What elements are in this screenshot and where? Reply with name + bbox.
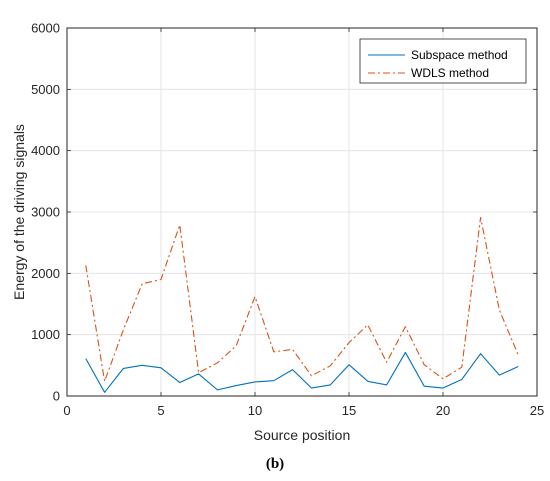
x-tick-label: 10 <box>248 403 262 418</box>
x-tick-label: 25 <box>530 403 544 418</box>
grid <box>67 28 537 396</box>
series-layer <box>85 216 519 393</box>
y-axis-label: Energy of the driving signals <box>11 124 27 300</box>
x-tick-label: 0 <box>63 403 70 418</box>
y-tick-label: 0 <box>53 389 60 404</box>
legend-label-2: WDLS method <box>411 66 489 80</box>
legend: Subspace method WDLS method <box>359 38 527 84</box>
x-tick-label: 20 <box>436 403 450 418</box>
y-tick-label: 5000 <box>31 82 60 97</box>
figure-caption: (b) <box>266 456 284 472</box>
legend-box <box>359 38 527 84</box>
y-tick-label: 4000 <box>31 143 60 158</box>
y-tick-label: 6000 <box>31 21 60 36</box>
x-tick-label: 5 <box>157 403 164 418</box>
series-line-2 <box>85 216 519 382</box>
legend-label-1: Subspace method <box>411 48 508 62</box>
axis-ticks: 0 5 10 15 20 25 0 1000 2000 3000 4000 5000 6000 <box>31 21 544 419</box>
y-tick-label: 1000 <box>31 327 60 342</box>
y-tick-label: 2000 <box>31 266 60 281</box>
x-axis-label: Source position <box>254 427 351 443</box>
y-tick-label: 3000 <box>31 205 60 220</box>
x-tick-label: 15 <box>342 403 356 418</box>
series-line-1 <box>85 351 519 393</box>
